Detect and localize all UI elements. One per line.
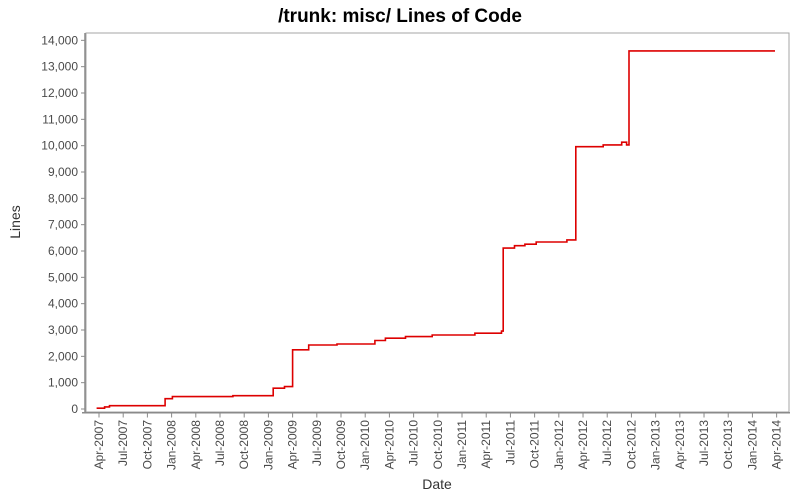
y-axis-title: Lines bbox=[7, 205, 23, 238]
x-tick-label: Jan-2008 bbox=[165, 420, 179, 470]
x-tick-label: Oct-2007 bbox=[140, 420, 154, 470]
x-tick-label: Oct-2011 bbox=[528, 420, 542, 469]
y-tick-label: 8,000 bbox=[48, 191, 78, 205]
x-tick-label: Apr-2013 bbox=[673, 420, 687, 470]
y-tick-label: 12,000 bbox=[41, 86, 78, 100]
x-tick-label: Apr-2009 bbox=[286, 420, 300, 470]
loc-step-line bbox=[96, 50, 775, 409]
plot-border bbox=[85, 32, 790, 413]
y-tick-label: 13,000 bbox=[41, 60, 78, 74]
y-tick-label: 7,000 bbox=[48, 218, 78, 232]
y-tick-label: 1,000 bbox=[48, 376, 78, 390]
y-tick-label: 5,000 bbox=[48, 270, 78, 284]
x-tick-label: Oct-2013 bbox=[721, 420, 735, 470]
x-tick-label: Apr-2011 bbox=[479, 420, 493, 469]
y-tick-label: 11,000 bbox=[42, 112, 78, 126]
y-tick-label: 4,000 bbox=[48, 297, 78, 311]
x-tick-label: Jul-2010 bbox=[407, 420, 421, 466]
x-tick-label: Jan-2009 bbox=[261, 420, 275, 470]
x-axis-title: Date bbox=[422, 476, 452, 492]
x-tick-label: Jan-2012 bbox=[552, 420, 566, 470]
y-tick-label: 9,000 bbox=[48, 165, 78, 179]
y-tick-label: 14,000 bbox=[41, 33, 78, 47]
x-tick-label: Jul-2009 bbox=[310, 420, 324, 466]
x-tick-label: Jul-2013 bbox=[697, 420, 711, 466]
chart-title: /trunk: misc/ Lines of Code bbox=[278, 6, 522, 27]
x-tick-label: Jan-2011 bbox=[455, 420, 469, 469]
plot-area: 0 1,000 2,000 3,000 4,000 5,000 6,000 7,000 8,00… bbox=[41, 32, 790, 470]
x-tick-label: Apr-2014 bbox=[770, 420, 784, 470]
y-tick-label: 0 bbox=[71, 402, 78, 416]
x-tick-label: Apr-2010 bbox=[382, 420, 396, 470]
x-tick-label: Jul-2011 bbox=[503, 420, 517, 465]
y-tick-label: 6,000 bbox=[48, 244, 78, 258]
x-tick-label: Apr-2012 bbox=[576, 420, 590, 470]
x-tick-label: Oct-2009 bbox=[334, 420, 348, 470]
x-tick-label: Jul-2008 bbox=[213, 420, 227, 466]
x-tick-label: Jul-2007 bbox=[116, 420, 130, 466]
x-tick-label: Oct-2008 bbox=[237, 420, 251, 470]
y-tick-label: 10,000 bbox=[41, 139, 78, 153]
y-tick-label: 2,000 bbox=[48, 349, 78, 363]
x-tick-label: Jul-2012 bbox=[600, 420, 614, 466]
x-tick-label: Jan-2014 bbox=[745, 420, 759, 470]
x-tick-label: Oct-2010 bbox=[431, 420, 445, 470]
x-tick-label: Oct-2012 bbox=[624, 420, 638, 470]
x-tick-label: Jan-2010 bbox=[358, 420, 372, 470]
y-tick-label: 3,000 bbox=[48, 323, 78, 337]
x-tick-label: Apr-2008 bbox=[189, 420, 203, 470]
x-tick-label: Jan-2013 bbox=[649, 420, 663, 470]
x-tick-label: Apr-2007 bbox=[92, 420, 106, 470]
